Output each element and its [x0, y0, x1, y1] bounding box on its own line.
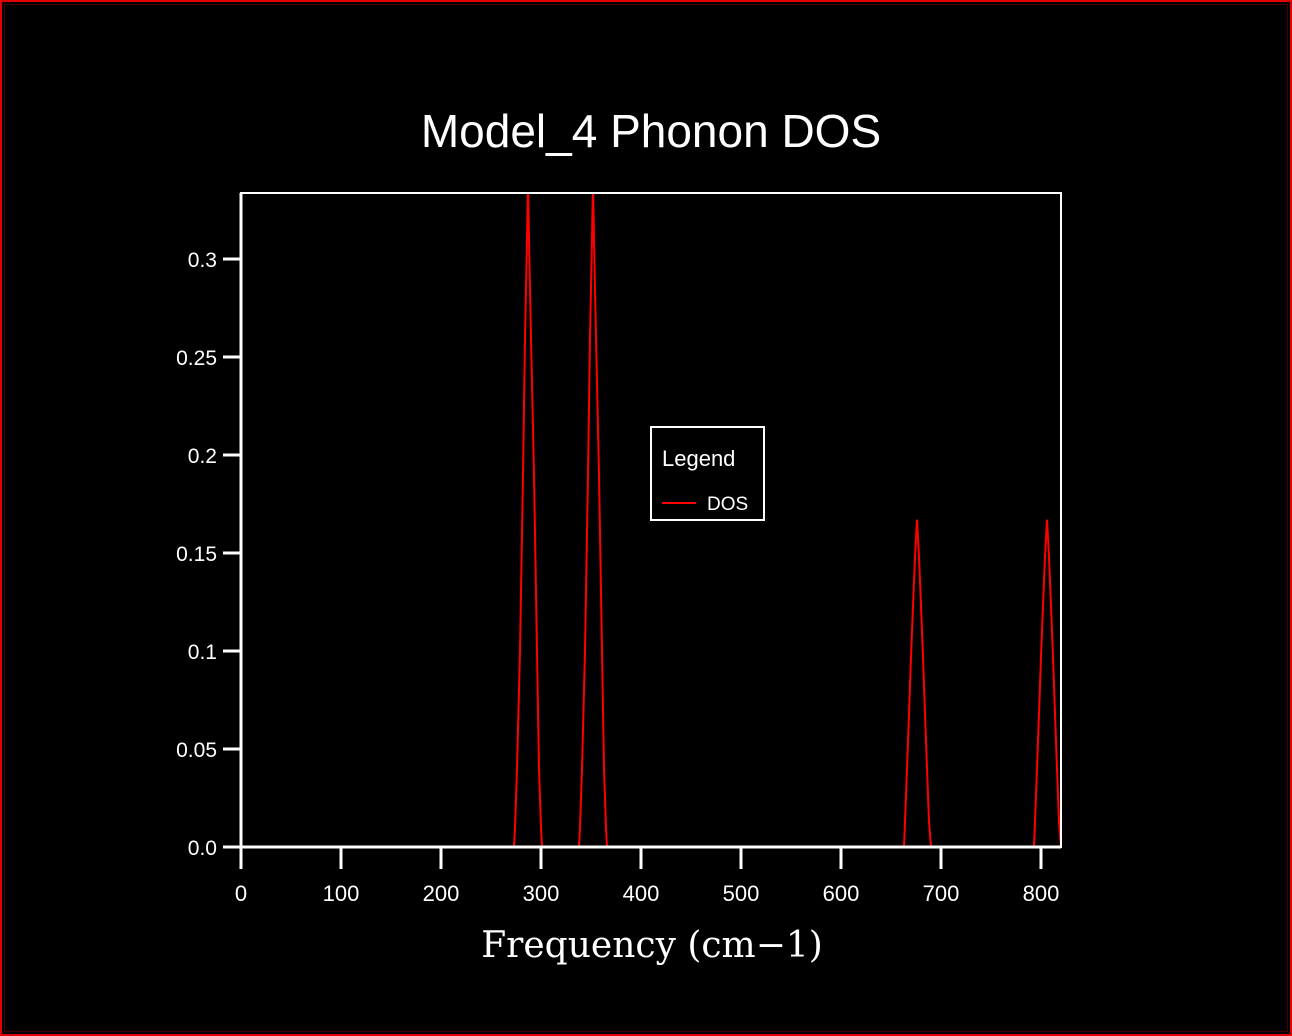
x-tick-label: 300 — [523, 881, 560, 906]
x-tick-label: 400 — [623, 881, 660, 906]
series-layer — [241, 193, 1061, 847]
x-tick-label: 500 — [723, 881, 760, 906]
y-tick-label: 0.05 — [176, 739, 217, 762]
x-tick-label: 700 — [923, 881, 960, 906]
legend-entry-dos: DOS — [707, 494, 748, 515]
y-tick-label: 0.3 — [188, 249, 217, 272]
y-tick-label: 0.25 — [176, 347, 217, 370]
x-axis-label: Frequency (cm−1) — [481, 925, 823, 966]
y-tick-label: 0.2 — [188, 445, 217, 468]
legend-title: Legend — [662, 446, 735, 471]
y-tick-label: 0.1 — [188, 641, 217, 664]
x-tick-label: 200 — [423, 881, 460, 906]
chart-title: Model_4 Phonon DOS — [421, 105, 881, 157]
legend: Legend DOS — [650, 426, 765, 521]
inner-border — [4, 4, 1288, 1032]
x-tick-label: 600 — [823, 881, 860, 906]
x-tick-label: 800 — [1023, 881, 1060, 906]
y-tick-label: 0.15 — [176, 543, 217, 566]
legend-box — [650, 426, 765, 521]
series-line-dos — [241, 193, 1061, 847]
axes: 0 100 200 300 400 500 600 700 800 0.0 0.05 0.1 0.15 0… — [176, 193, 1061, 906]
x-tick-label: 100 — [323, 881, 360, 906]
x-tick-label: 0 — [235, 881, 247, 906]
y-tick-label: 0.0 — [188, 837, 217, 860]
